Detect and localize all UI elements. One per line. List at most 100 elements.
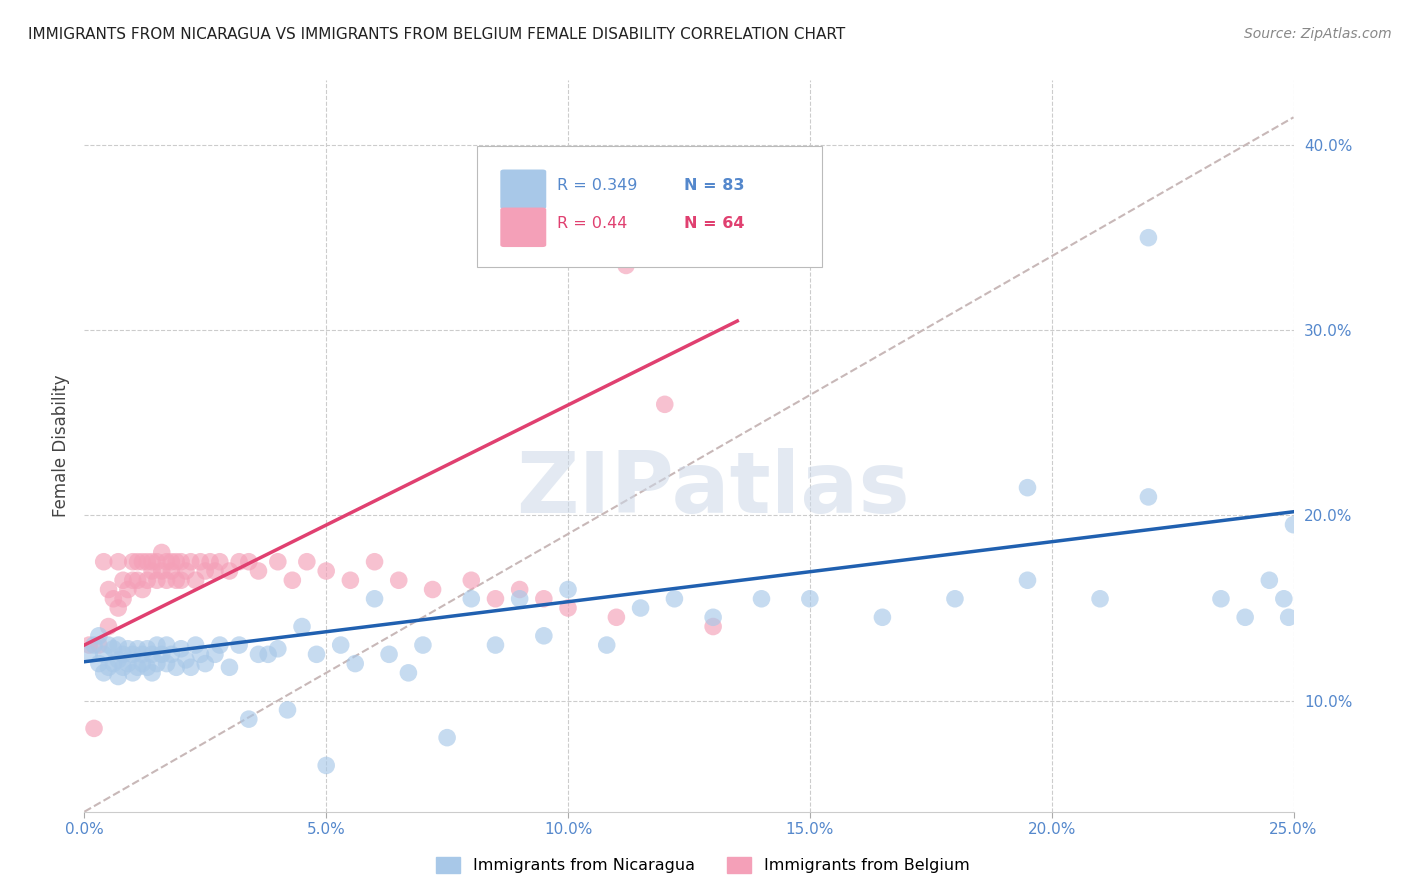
Point [702, 619, 724, 633]
Point [131, 657, 153, 671]
Point [614, 259, 637, 273]
Point [1137, 490, 1160, 504]
Point [484, 591, 506, 606]
Point [107, 638, 129, 652]
Point [267, 641, 290, 656]
Point [97, 638, 120, 652]
Point [190, 555, 212, 569]
Point [136, 555, 159, 569]
Point [87, 638, 110, 652]
Point [238, 712, 260, 726]
Point [630, 601, 652, 615]
Point [93, 555, 115, 569]
Point [103, 641, 125, 656]
Point [141, 665, 163, 680]
Point [112, 591, 135, 606]
Point [218, 564, 240, 578]
Point [388, 574, 411, 588]
Point [87, 657, 110, 671]
Point [315, 564, 337, 578]
Point [127, 660, 149, 674]
Point [396, 665, 419, 680]
Point [121, 555, 143, 569]
Point [1234, 610, 1257, 624]
Point [460, 574, 482, 588]
Point [190, 648, 212, 662]
Text: IMMIGRANTS FROM NICARAGUA VS IMMIGRANTS FROM BELGIUM FEMALE DISABILITY CORRELATI: IMMIGRANTS FROM NICARAGUA VS IMMIGRANTS … [28, 27, 845, 42]
Text: Source: ZipAtlas.com: Source: ZipAtlas.com [1244, 27, 1392, 41]
Point [103, 591, 125, 606]
Point [725, 249, 748, 263]
Point [112, 648, 135, 662]
Point [117, 657, 139, 671]
Point [378, 648, 401, 662]
Point [329, 638, 352, 652]
Point [605, 610, 627, 624]
Point [363, 591, 385, 606]
Text: R = 0.349: R = 0.349 [557, 178, 637, 193]
Point [112, 660, 135, 674]
FancyBboxPatch shape [501, 169, 547, 209]
Point [83, 722, 105, 736]
Point [509, 582, 531, 597]
Point [146, 555, 169, 569]
Point [170, 555, 193, 569]
Point [146, 574, 169, 588]
Point [155, 574, 177, 588]
FancyBboxPatch shape [478, 146, 823, 267]
Point [247, 564, 270, 578]
Point [127, 574, 149, 588]
Point [751, 591, 773, 606]
Point [150, 648, 173, 662]
Point [184, 574, 207, 588]
Text: R = 0.44: R = 0.44 [557, 216, 627, 231]
Point [363, 555, 385, 569]
Point [131, 582, 153, 597]
Point [160, 648, 183, 662]
Point [412, 638, 434, 652]
Point [208, 638, 231, 652]
Point [436, 731, 458, 745]
Point [146, 657, 169, 671]
Legend: Immigrants from Nicaragua, Immigrants from Belgium: Immigrants from Nicaragua, Immigrants fr… [430, 850, 976, 880]
Point [155, 657, 177, 671]
Point [339, 574, 361, 588]
Point [150, 564, 173, 578]
Point [97, 582, 120, 597]
Point [155, 638, 177, 652]
Point [1272, 591, 1295, 606]
Point [117, 582, 139, 597]
Point [533, 591, 555, 606]
Point [141, 564, 163, 578]
Point [180, 660, 202, 674]
Point [1088, 591, 1111, 606]
Point [198, 555, 221, 569]
Text: ZIPatlas: ZIPatlas [516, 449, 910, 532]
Point [121, 574, 143, 588]
Point [174, 653, 197, 667]
Point [77, 648, 100, 662]
Point [83, 638, 105, 652]
Point [1278, 610, 1301, 624]
Point [141, 555, 163, 569]
Point [228, 638, 250, 652]
Point [295, 555, 318, 569]
Point [276, 703, 298, 717]
Point [228, 555, 250, 569]
Point [170, 574, 193, 588]
Text: N = 64: N = 64 [685, 216, 745, 231]
Point [93, 648, 115, 662]
Point [1017, 574, 1039, 588]
Text: N = 83: N = 83 [685, 178, 745, 193]
FancyBboxPatch shape [501, 208, 547, 247]
Point [136, 641, 159, 656]
Point [141, 648, 163, 662]
Point [1137, 230, 1160, 244]
Point [107, 601, 129, 615]
Point [204, 564, 226, 578]
Point [344, 657, 367, 671]
Point [87, 629, 110, 643]
Point [257, 648, 280, 662]
Point [127, 641, 149, 656]
Point [160, 555, 183, 569]
